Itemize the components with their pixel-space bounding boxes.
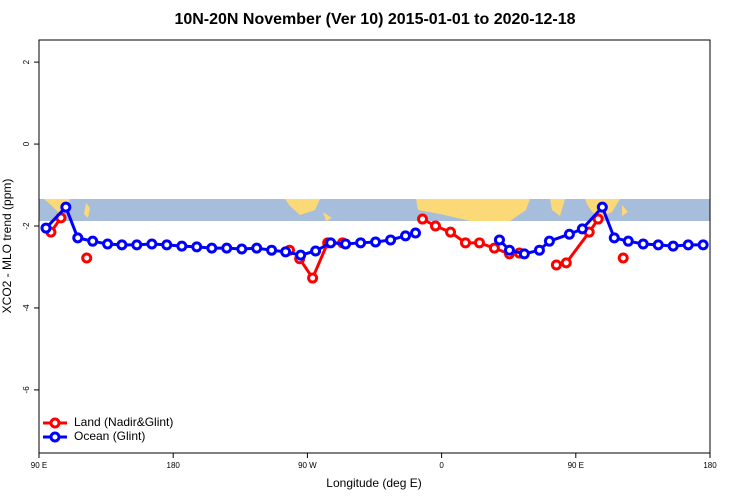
y-axis-label: XCO2 - MLO trend (ppm) [0, 179, 14, 314]
point [206, 242, 218, 254]
x-tick-label: 90 E [568, 461, 584, 470]
point [310, 245, 322, 257]
x-tick-label: 0 [439, 461, 444, 470]
point [473, 237, 485, 249]
point [161, 239, 173, 251]
legend-marker [49, 417, 61, 429]
y-tick-label: -4 [22, 304, 31, 312]
point [191, 241, 203, 253]
point [445, 226, 457, 238]
legend-label: Land (Nadir&Glint) [74, 415, 173, 429]
point [550, 259, 562, 271]
point [221, 242, 233, 254]
point [543, 235, 555, 247]
point [518, 248, 530, 260]
point [102, 238, 114, 250]
point [60, 201, 72, 213]
point [400, 230, 412, 242]
point [385, 234, 397, 246]
point [280, 246, 292, 258]
point [72, 232, 84, 244]
point [307, 272, 319, 284]
point [652, 239, 664, 251]
x-tick-label: 180 [703, 461, 717, 470]
point [87, 235, 99, 247]
point [355, 237, 367, 249]
point [116, 239, 128, 251]
point [637, 238, 649, 250]
point [176, 240, 188, 252]
point [622, 235, 634, 247]
point [295, 249, 307, 261]
x-tick-label: 90 W [298, 461, 317, 470]
x-tick-label: 90 E [31, 461, 47, 470]
map-strip [39, 199, 710, 221]
point [592, 213, 604, 225]
point [488, 242, 500, 254]
x-tick-label: 180 [167, 461, 181, 470]
y-tick-label: 0 [22, 141, 31, 146]
point [236, 243, 248, 255]
point [682, 239, 694, 251]
point [563, 228, 575, 240]
point [503, 244, 515, 256]
point [596, 201, 608, 213]
point [40, 222, 52, 234]
legend-marker [49, 431, 61, 443]
point [459, 237, 471, 249]
point [340, 238, 352, 250]
point [493, 234, 505, 246]
point [429, 220, 441, 232]
point [617, 252, 629, 264]
point [410, 227, 422, 239]
point [146, 238, 158, 250]
point [81, 252, 93, 264]
y-tick-label: -6 [22, 386, 31, 394]
legend-label: Ocean (Glint) [74, 429, 145, 443]
point [251, 242, 263, 254]
point [608, 232, 620, 244]
point [266, 244, 278, 256]
y-tick-label: 2 [22, 59, 31, 64]
chart-title: 10N-20N November (Ver 10) 2015-01-01 to … [174, 11, 575, 28]
point [576, 223, 588, 235]
y-tick-label: -2 [22, 222, 31, 230]
point [325, 237, 337, 249]
point [131, 239, 143, 251]
plot-frame [38, 39, 711, 454]
x-axis-label: Longitude (deg E) [326, 476, 421, 490]
point [533, 244, 545, 256]
point [417, 213, 429, 225]
point [560, 257, 572, 269]
point [370, 236, 382, 248]
point [697, 239, 709, 251]
point [667, 240, 679, 252]
